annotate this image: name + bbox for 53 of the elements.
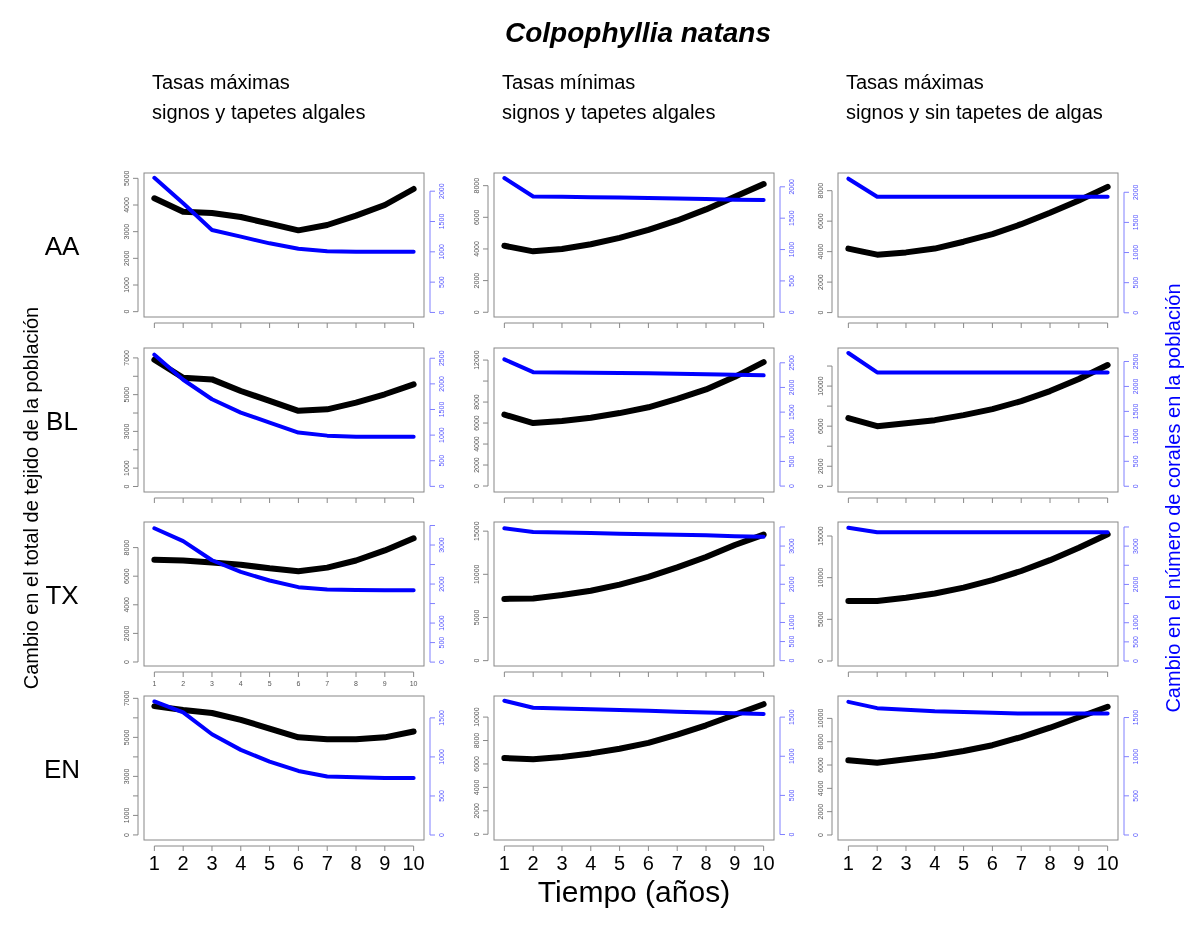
chart-title: Tasas máximas: [152, 71, 290, 93]
line-series: [502, 357, 766, 378]
x-tick-label: 7: [671, 852, 683, 874]
line-series: [152, 352, 416, 439]
chart-subtitle: signos y sin tapetes de algas: [846, 101, 1103, 123]
x-tick-label: 3: [206, 852, 218, 874]
y-axis-title: TX: [45, 580, 79, 610]
line-series: [152, 526, 416, 593]
chart-subtitle: signos y tapetes algales: [152, 101, 366, 123]
x-tick-label: 7: [1015, 852, 1027, 874]
x-tick-label: 5: [958, 852, 970, 874]
line-series: [502, 698, 766, 716]
chart-title: Tasas máximas: [846, 71, 984, 93]
line-series: [502, 176, 766, 202]
chart-subtitle: signos y tapetes algales: [502, 101, 716, 123]
y-axis-title: EN: [43, 754, 81, 784]
x-tick-label: 6: [642, 852, 654, 874]
line-series: [152, 175, 416, 254]
text: Cambio en el número de corales en la población: [1162, 283, 1184, 713]
x-tick-label: 10: [1096, 852, 1119, 874]
x-tick-label: 5: [264, 852, 276, 874]
x-axis-title: Tiempo (años): [537, 875, 731, 908]
x-tick-label: 4: [929, 852, 941, 874]
x-tick-label: 8: [350, 852, 362, 874]
line-series: [502, 526, 766, 539]
x-tick-label: 4: [235, 852, 247, 874]
x-tick-label: 3: [900, 852, 912, 874]
x-tick-label: 9: [729, 852, 741, 874]
line-series: [846, 699, 1110, 716]
x-tick-label: 6: [986, 852, 998, 874]
x-tick-label: 7: [321, 852, 333, 874]
x-tick-label: 10: [752, 852, 775, 874]
chart-title: Tasas mínimas: [502, 71, 636, 93]
x-tick-label: 1: [498, 852, 510, 874]
x-tick-label: 1: [148, 852, 160, 874]
x-tick-label: 3: [556, 852, 568, 874]
x-tick-label: 2: [527, 852, 539, 874]
y-axis-title: AA: [44, 231, 80, 261]
x-tick-label: 1: [842, 852, 854, 874]
x-tick-label: 5: [614, 852, 626, 874]
x-tick-label: 10: [402, 852, 425, 874]
text: Cambio en el total de tejido de la población: [20, 306, 42, 690]
x-tick-label: 4: [585, 852, 597, 874]
x-tick-label: 6: [292, 852, 304, 874]
x-tick-label: 9: [1073, 852, 1085, 874]
x-tick-label: 2: [177, 852, 189, 874]
text: Colpophyllia natans: [504, 17, 772, 48]
y-axis-title: BL: [46, 406, 78, 436]
x-tick-label: 9: [379, 852, 391, 874]
x-tick-label: 8: [700, 852, 712, 874]
line-series: [152, 699, 416, 780]
x-tick-label: 2: [871, 852, 883, 874]
x-tick-label: 8: [1044, 852, 1056, 874]
